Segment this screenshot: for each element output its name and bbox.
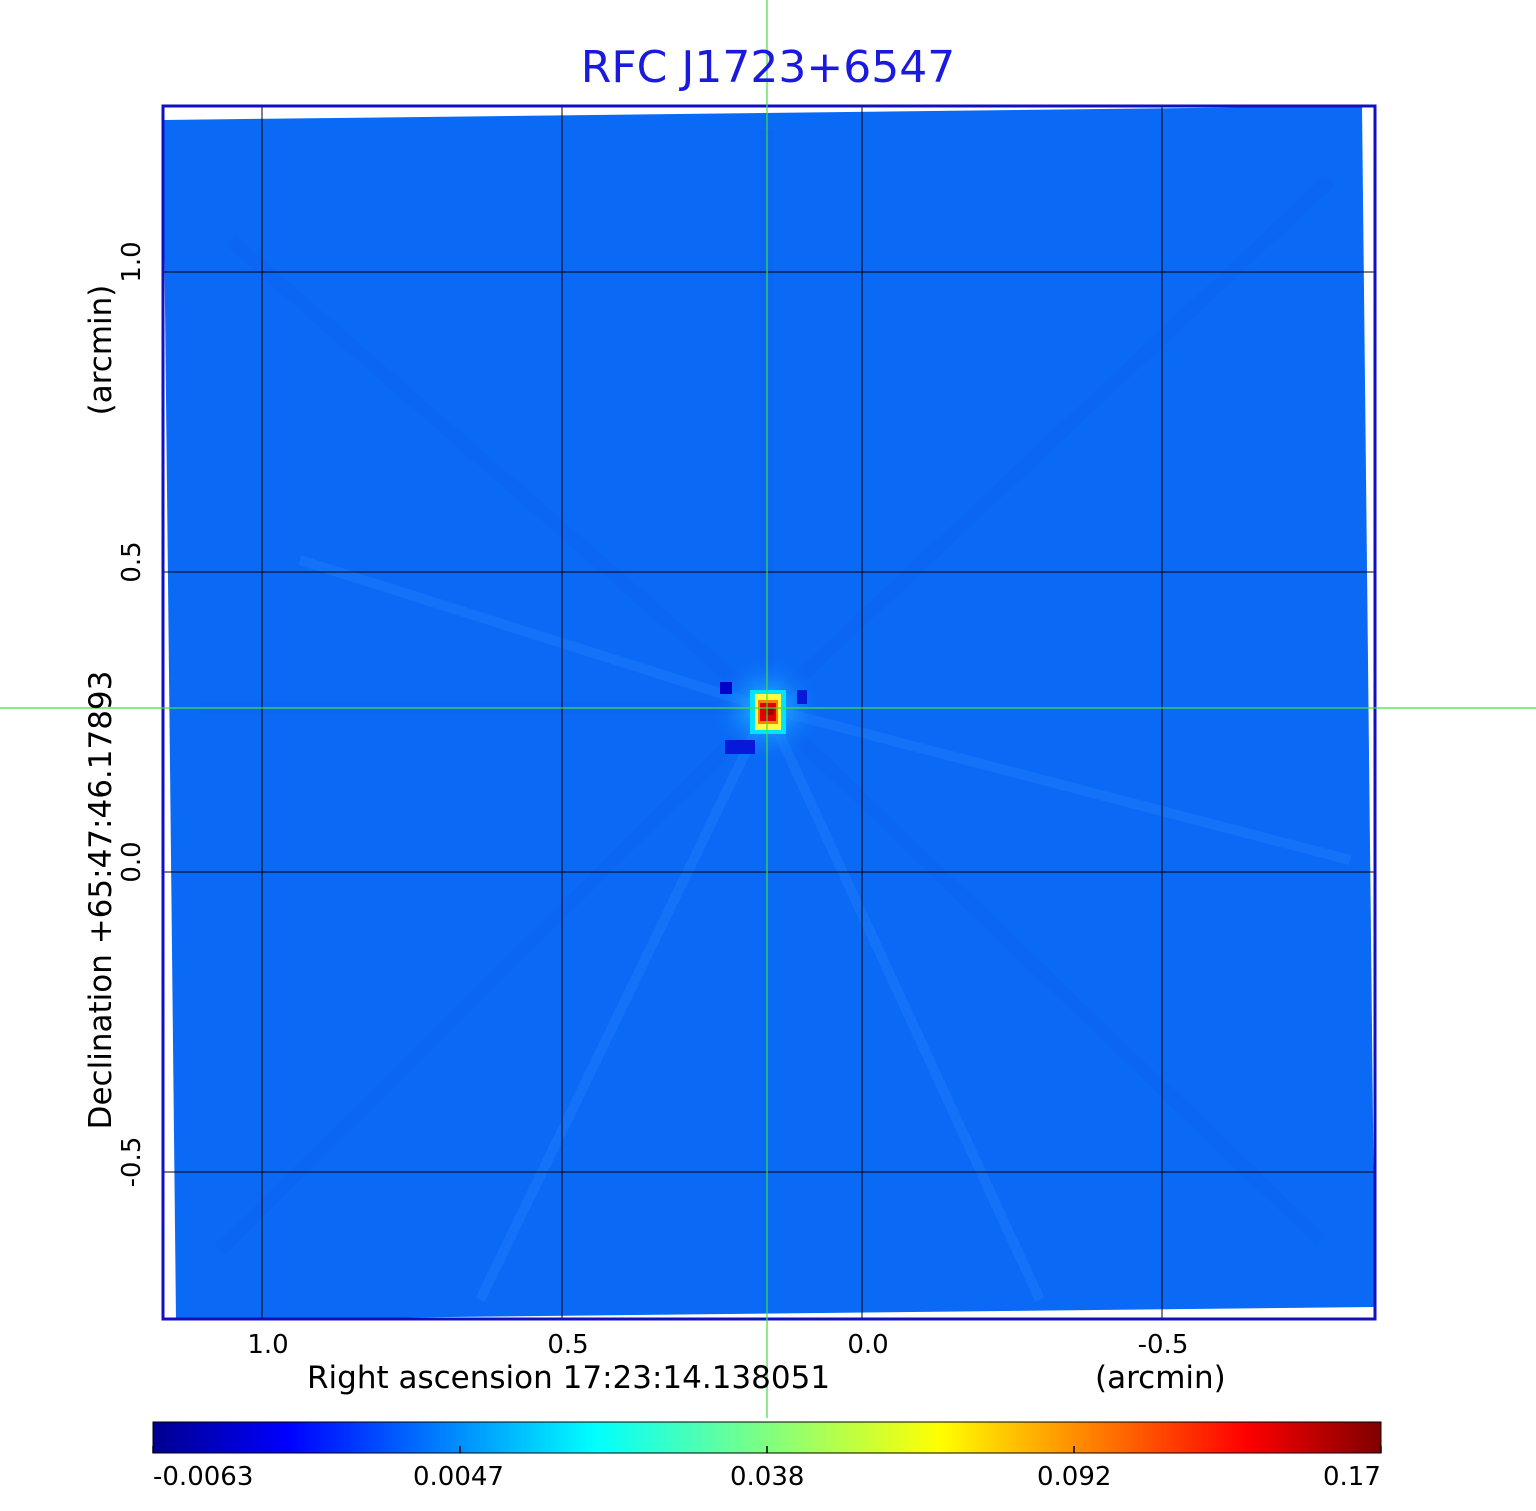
- x-tick-label: 1.0: [247, 1330, 289, 1360]
- y-axis-label: Declination +65:47:46.17893: [83, 670, 119, 1130]
- y-tick-label: 0.0: [117, 841, 147, 883]
- source-pixel: [720, 682, 732, 694]
- source-pixel: [766, 707, 774, 715]
- x-axis-label: Right ascension 17:23:14.138051: [307, 1360, 831, 1396]
- colorbar-tick-label: 0.038: [730, 1462, 805, 1492]
- figure-title: RFC J1723+6547: [580, 42, 956, 93]
- x-axis-unit: (arcmin): [1095, 1360, 1226, 1396]
- colorbar-tick-label: -0.0063: [153, 1462, 254, 1492]
- sidelobe-streaks-light: [298, 555, 1352, 1303]
- colorbar-tick-label: 0.092: [1037, 1462, 1112, 1492]
- colorbar-ticks: [152, 1446, 1382, 1453]
- y-axis-unit: (arcmin): [83, 284, 119, 416]
- source-pixel: [797, 690, 807, 704]
- plot-frame: [161, 104, 1377, 1321]
- x-tick-label: 0.5: [547, 1330, 589, 1360]
- y-tick-label: 1.0: [117, 241, 147, 283]
- colorbar-tick-label: 0.17: [1323, 1462, 1381, 1492]
- source-pixel: [725, 740, 755, 754]
- colorbar-tick-label: 0.0047: [413, 1462, 504, 1492]
- y-tick-label: -0.5: [117, 1136, 147, 1188]
- x-tick-label: -0.5: [1137, 1330, 1189, 1360]
- y-tick-label: 0.5: [117, 541, 147, 583]
- coordinate-grid: [163, 106, 1375, 1320]
- x-tick-label: 0.0: [847, 1330, 889, 1360]
